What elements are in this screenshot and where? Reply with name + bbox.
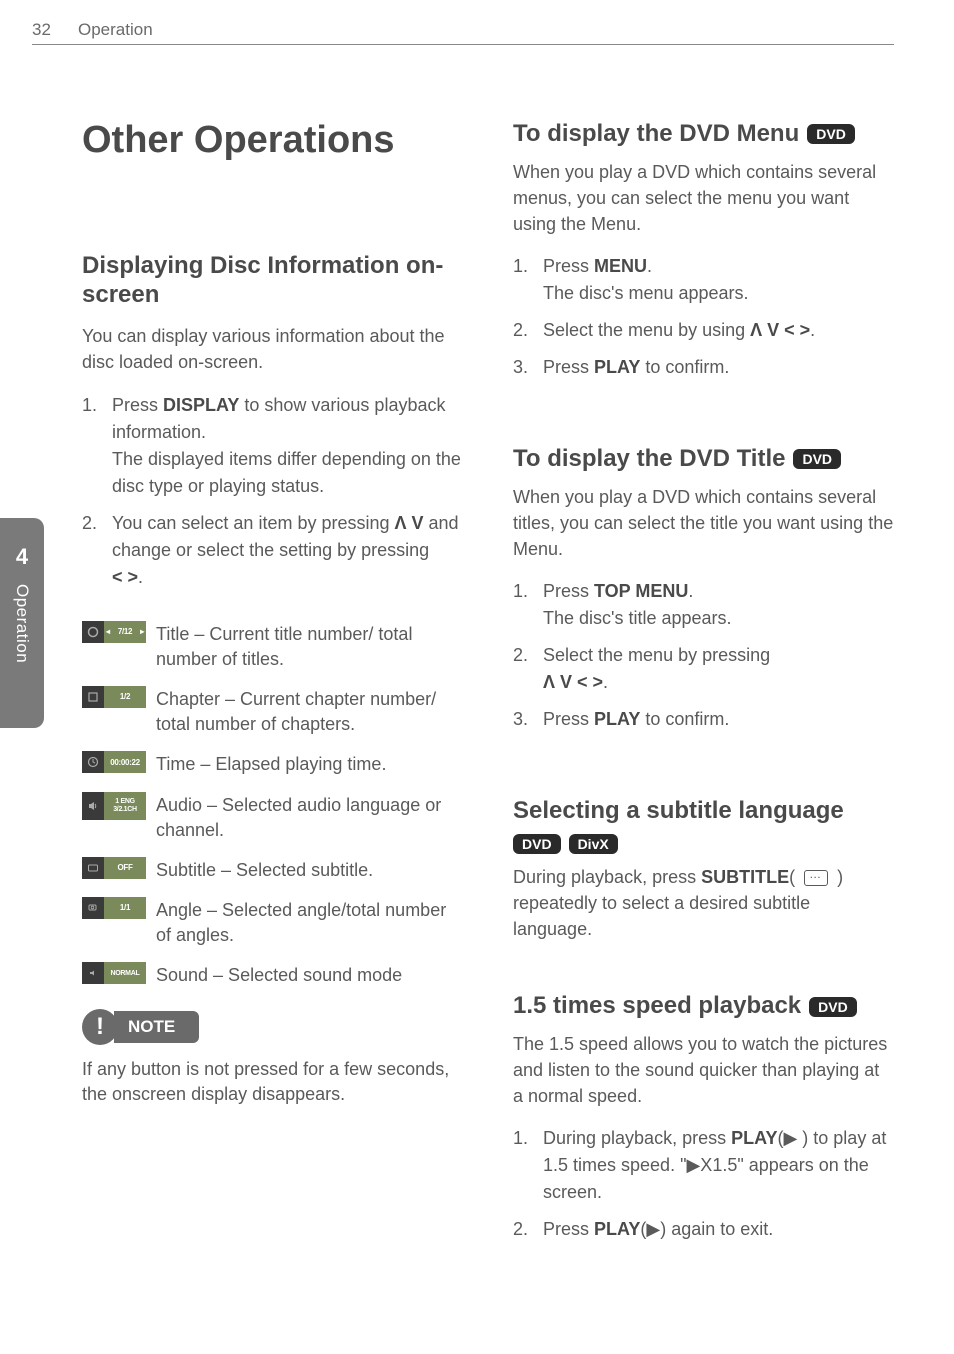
- subtitle-icon: [804, 870, 828, 886]
- heading-speed-playback: 1.5 times speed playback: [513, 992, 801, 1021]
- speed-intro: The 1.5 speed allows you to watch the pi…: [513, 1031, 894, 1109]
- osd-angle-label: Angle – Selected angle/total number of a…: [156, 897, 463, 948]
- disc-info-intro: You can display various information abou…: [82, 323, 463, 375]
- dvd-title-intro: When you play a DVD which contains sever…: [513, 484, 894, 562]
- dvd-menu-intro: When you play a DVD which contains sever…: [513, 159, 894, 237]
- osd-title-row: ◂7/12▸ Title – Current title number/ tot…: [82, 621, 463, 672]
- subtitle-text: During playback, press SUBTITLE( ) repea…: [513, 864, 894, 942]
- osd-time-icon: 00:00:22: [82, 751, 146, 773]
- heading-dvd-menu: To display the DVD Menu: [513, 120, 799, 149]
- heading-dvd-title: To display the DVD Title: [513, 445, 785, 474]
- side-tab-label: Operation: [12, 584, 32, 663]
- osd-sound-row: NORMAL Sound – Selected sound mode: [82, 962, 463, 988]
- osd-title-icon: ◂7/12▸: [82, 621, 146, 643]
- osd-subtitle-icon: OFF: [82, 857, 146, 879]
- heading-disc-info: Displaying Disc Information on-screen: [82, 252, 463, 310]
- osd-audio-label: Audio – Selected audio language or chann…: [156, 792, 463, 843]
- osd-sound-label: Sound – Selected sound mode: [156, 962, 463, 988]
- osd-chapter-label: Chapter – Current chapter number/ total …: [156, 686, 463, 737]
- dvd-title-step-2: 2. Select the menu by pressing Λ V < >.: [513, 642, 894, 696]
- osd-chapter-icon: 1/2: [82, 686, 146, 708]
- note-text: If any button is not pressed for a few s…: [82, 1057, 463, 1107]
- note-icon: !: [82, 1009, 118, 1045]
- badge-dvd: DVD: [793, 449, 841, 469]
- disc-info-step-2: 2. You can select an item by pressing Λ …: [82, 510, 463, 591]
- osd-angle-row: 1/1 Angle – Selected angle/total number …: [82, 897, 463, 948]
- osd-subtitle-row: OFF Subtitle – Selected subtitle.: [82, 857, 463, 883]
- speed-step-2: 2. Press PLAY(▶) again to exit.: [513, 1216, 894, 1243]
- badge-divx: DivX: [569, 834, 618, 854]
- disc-info-step-1: 1. Press DISPLAY to show various playbac…: [82, 392, 463, 500]
- badge-dvd: DVD: [807, 124, 855, 144]
- badge-dvd: DVD: [809, 997, 857, 1017]
- osd-time-row: 00:00:22 Time – Elapsed playing time.: [82, 751, 463, 777]
- header-section: Operation: [78, 20, 153, 40]
- heading-subtitle-lang: Selecting a subtitle language: [513, 797, 894, 826]
- badge-dvd: DVD: [513, 834, 561, 854]
- osd-audio-row: 1 ENG3/2.1CH Audio – Selected audio lang…: [82, 792, 463, 843]
- note-label: NOTE: [114, 1011, 199, 1043]
- side-tab-number: 4: [16, 544, 28, 570]
- osd-angle-icon: 1/1: [82, 897, 146, 919]
- dvd-menu-step-3: 3. Press PLAY to confirm.: [513, 354, 894, 381]
- osd-title-label: Title – Current title number/ total numb…: [156, 621, 463, 672]
- osd-subtitle-label: Subtitle – Selected subtitle.: [156, 857, 463, 883]
- speed-step-1: 1. During playback, press PLAY(▶ ) to pl…: [513, 1125, 894, 1206]
- page-title: Other Operations: [82, 120, 463, 162]
- chapter-side-tab: 4 Operation: [0, 518, 44, 728]
- dvd-menu-step-2: 2. Select the menu by using Λ V < >.: [513, 317, 894, 344]
- osd-audio-icon: 1 ENG3/2.1CH: [82, 792, 146, 820]
- page-number: 32: [32, 20, 51, 40]
- dvd-menu-step-1: 1. Press MENU. The disc's menu appears.: [513, 253, 894, 307]
- osd-sound-icon: NORMAL: [82, 962, 146, 984]
- dvd-title-step-3: 3. Press PLAY to confirm.: [513, 706, 894, 733]
- osd-chapter-row: 1/2 Chapter – Current chapter number/ to…: [82, 686, 463, 737]
- note-box: ! NOTE If any button is not pressed for …: [82, 1009, 463, 1107]
- dvd-title-step-1: 1. Press TOP MENU. The disc's title appe…: [513, 578, 894, 632]
- osd-time-label: Time – Elapsed playing time.: [156, 751, 463, 777]
